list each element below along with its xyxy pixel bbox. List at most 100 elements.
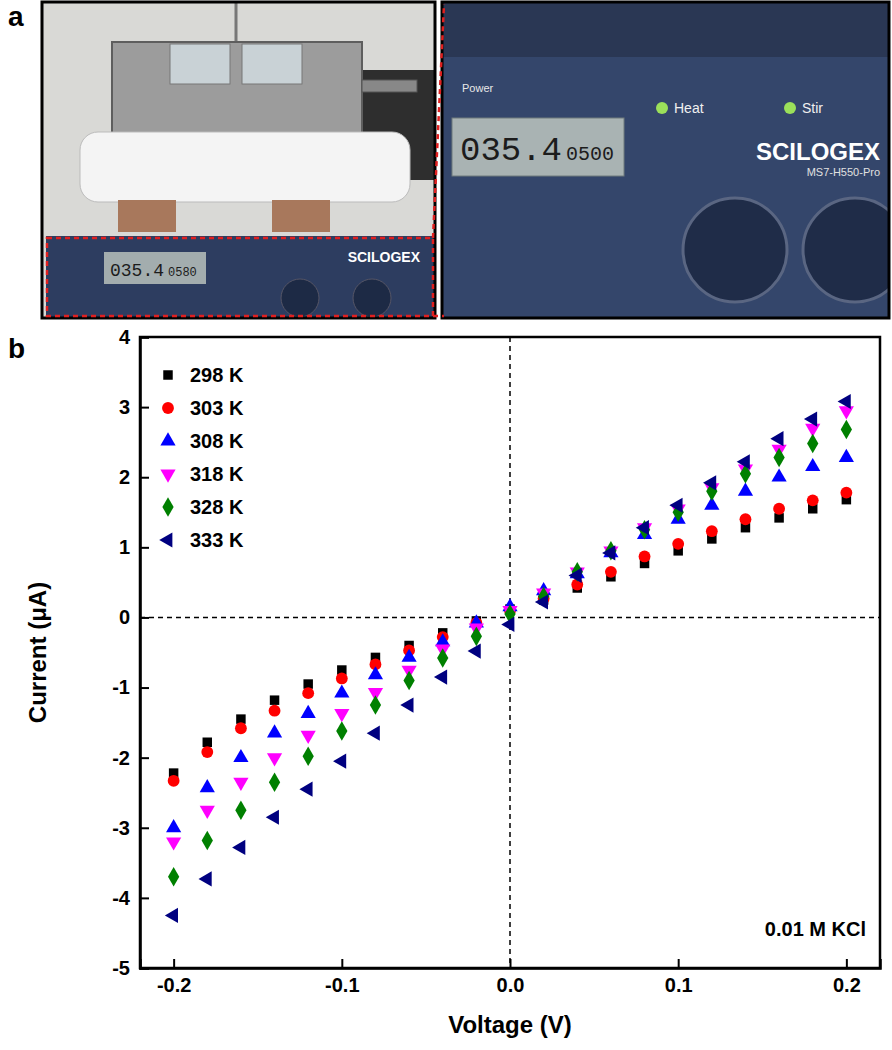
zoom-connector (433, 315, 444, 318)
point (738, 482, 753, 495)
legend-label: 318 K (190, 463, 244, 485)
point (501, 617, 514, 632)
point (434, 669, 447, 684)
tick-mark (140, 897, 149, 899)
legend-marker (160, 470, 175, 483)
point (336, 673, 348, 685)
tick-label: -0.1 (325, 974, 359, 996)
photo-left: 035.40580SCILOGEX (42, 2, 435, 318)
power-label: Power (462, 82, 494, 94)
point (737, 454, 750, 469)
point (233, 749, 248, 762)
point (805, 458, 820, 471)
zoom-connector (433, 4, 444, 238)
x-axis: -0.2-0.10.00.10.2 (141, 959, 881, 996)
tick-mark (140, 617, 149, 619)
tick-label: -4 (112, 887, 131, 909)
tick-mark (341, 959, 343, 968)
point (535, 594, 548, 609)
point (266, 810, 279, 825)
zoom-box (47, 238, 433, 316)
point (773, 448, 784, 468)
tick-label: -1 (112, 676, 130, 698)
legend-label: 333 K (190, 529, 244, 551)
point (605, 566, 617, 578)
foot (272, 200, 330, 232)
display-small: 0500 (566, 143, 614, 166)
point (839, 406, 854, 419)
hot-plate (80, 132, 410, 202)
point (267, 753, 282, 766)
legend: 298 K303 K308 K318 K328 K333 K (159, 364, 244, 551)
point (165, 908, 178, 923)
panel-letter: a (8, 1, 24, 32)
point (270, 695, 279, 704)
photo-frame (442, 2, 889, 318)
cell-block (242, 44, 302, 84)
knob (353, 279, 391, 317)
point (368, 666, 383, 679)
point (301, 705, 316, 718)
point (168, 867, 179, 887)
x-axis-title: Voltage (V) (448, 1011, 572, 1038)
series (168, 487, 853, 787)
tick-label: 4 (119, 326, 131, 348)
point (302, 687, 314, 699)
point (669, 498, 682, 513)
point (807, 494, 819, 506)
point (267, 724, 282, 737)
point (703, 475, 716, 490)
tick-mark (140, 687, 149, 689)
tick-mark (846, 959, 848, 968)
point (166, 837, 181, 850)
point (334, 709, 349, 722)
tick-label: -0.2 (157, 974, 191, 996)
stir-label: Stir (802, 100, 823, 116)
point (203, 737, 212, 746)
legend-label: 298 K (190, 364, 244, 386)
point (168, 775, 180, 787)
point (840, 487, 852, 499)
point (636, 520, 649, 535)
legend-label: 308 K (190, 430, 244, 452)
point (740, 513, 752, 525)
legend-marker (162, 402, 174, 414)
point (232, 840, 245, 855)
bolt (362, 80, 417, 92)
tick-label: -2 (112, 747, 130, 769)
point (568, 568, 581, 583)
tick-mark (678, 959, 680, 968)
point (301, 731, 316, 744)
series (165, 394, 851, 923)
point (336, 721, 347, 741)
tick: 2 (119, 466, 149, 488)
tick: 0.1 (665, 959, 693, 996)
point (804, 411, 817, 426)
photo-background (42, 2, 435, 318)
point (303, 747, 314, 767)
display (452, 118, 624, 176)
point (299, 782, 312, 797)
tick-mark (140, 547, 149, 549)
tick-label: 0.0 (497, 974, 525, 996)
tick-mark (140, 407, 149, 409)
tick: 0 (119, 606, 149, 628)
tick: -4 (112, 887, 149, 909)
point (639, 551, 651, 563)
figure: a035.40580SCILOGEXPower035.40500HeatStir… (0, 0, 892, 1050)
tick: 0.0 (497, 959, 525, 996)
tick: -3 (112, 817, 149, 839)
point (201, 746, 213, 758)
metal-holder (112, 42, 362, 134)
point (706, 525, 718, 537)
tick: -2 (112, 747, 149, 769)
y-axis: -5-4-3-2-101234 (112, 326, 149, 979)
photo-frame (42, 2, 435, 318)
point (166, 819, 181, 832)
tick: 3 (119, 396, 149, 418)
tick-label: 1 (119, 536, 130, 558)
point (437, 648, 448, 668)
control-panel (46, 236, 435, 318)
point (807, 434, 818, 454)
display (104, 252, 206, 284)
